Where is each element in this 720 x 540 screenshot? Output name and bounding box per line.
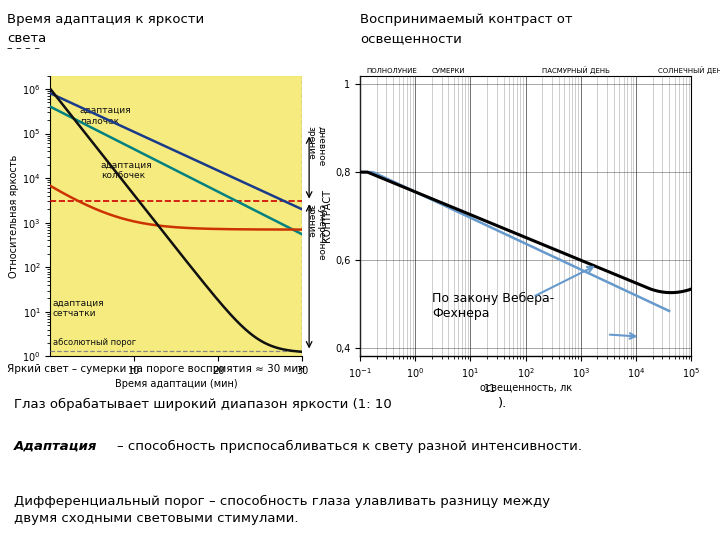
Text: освещенности: освещенности: [360, 32, 462, 45]
Text: СУМЕРКИ: СУМЕРКИ: [432, 68, 465, 74]
Text: абсолютный порог: абсолютный порог: [53, 338, 136, 347]
X-axis label: Время адаптации (мин): Время адаптации (мин): [115, 379, 238, 389]
Text: адаптация
сетчатки: адаптация сетчатки: [53, 299, 104, 318]
Text: сумеречное
зрение: сумеречное зрение: [306, 204, 325, 260]
Text: – способность приспосабливаться к свету разной интенсивности.: – способность приспосабливаться к свету …: [117, 440, 582, 453]
Y-axis label: Относительная яркость: Относительная яркость: [9, 154, 19, 278]
Y-axis label: КОНТРАСТ: КОНТРАСТ: [322, 190, 332, 242]
Bar: [50, 76, 302, 356]
Text: Адаптация: Адаптация: [14, 440, 98, 453]
Text: 11: 11: [484, 384, 496, 395]
X-axis label: освещенность, лк: освещенность, лк: [480, 383, 572, 393]
Text: ПОЛНОЛУНИЕ: ПОЛНОЛУНИЕ: [366, 68, 417, 74]
Text: Дифференциальный порог – способность глаза улавливать разницу между
двумя сходны: Дифференциальный порог – способность гла…: [14, 495, 550, 525]
Text: Яркий свет – сумерки на пороге восприятия ≈ 30 мин: Яркий свет – сумерки на пороге восприяти…: [7, 364, 305, 375]
Text: ).: ).: [498, 397, 507, 410]
Text: Глаз обрабатывает широкий диапазон яркости (1: 10: Глаз обрабатывает широкий диапазон яркос…: [14, 397, 392, 410]
Text: света: света: [7, 32, 47, 45]
Text: СОЛНЕЧНЫЙ ДЕНЬ: СОЛНЕЧНЫЙ ДЕНЬ: [658, 66, 720, 74]
Text: Время адаптация к яркости: Время адаптация к яркости: [7, 14, 204, 26]
Text: ПАСМУРНЫЙ ДЕНЬ: ПАСМУРНЫЙ ДЕНЬ: [542, 66, 610, 74]
Text: – – – –: – – – –: [7, 43, 40, 53]
Text: По закону Вебера-
Фехнера: По закону Вебера- Фехнера: [432, 292, 554, 320]
Text: адаптация
палочек: адаптация палочек: [80, 106, 132, 125]
Text: дневное
зрение: дневное зрение: [306, 126, 325, 166]
Text: адаптация
колбочек: адаптация колбочек: [101, 160, 153, 180]
Text: Воспринимаемый контраст от: Воспринимаемый контраст от: [360, 14, 572, 26]
